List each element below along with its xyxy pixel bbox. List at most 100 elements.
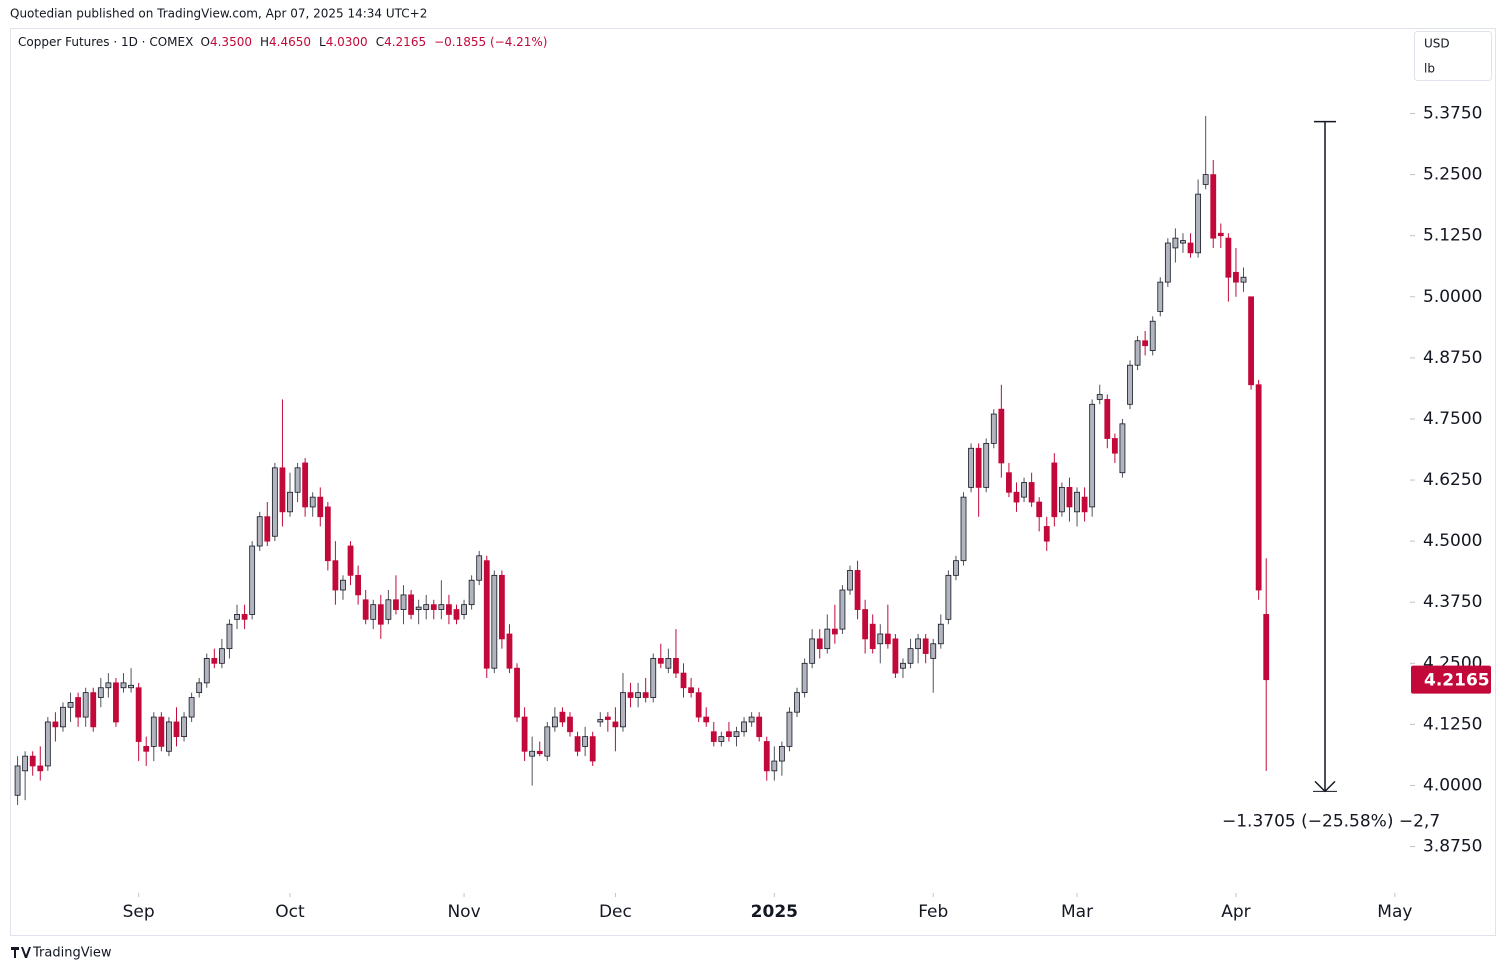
candle-body: [14, 765, 21, 796]
candle-body: [695, 692, 702, 718]
x-tick-label: Mar: [1061, 902, 1093, 922]
x-tick-label: Dec: [599, 902, 632, 922]
candle-body: [317, 496, 324, 518]
candle-body: [990, 413, 997, 444]
candle-body: [294, 467, 301, 493]
candle-body: [1240, 276, 1247, 283]
candle-body: [1134, 340, 1141, 366]
candle-body: [1164, 242, 1171, 283]
candle-body: [75, 697, 82, 718]
candle-body: [1248, 296, 1254, 386]
candle-body: [400, 594, 407, 610]
candle-body: [226, 623, 233, 650]
candle-body: [809, 638, 816, 664]
candle-body: [241, 614, 248, 620]
candle-body: [1119, 423, 1126, 474]
candle-body: [44, 721, 51, 767]
candle-body: [506, 633, 513, 669]
candle-body: [218, 648, 225, 664]
y-tick-label: 5.0000: [1423, 287, 1482, 307]
candle-body: [1096, 394, 1103, 400]
candle-body: [998, 408, 1005, 464]
candle-body: [612, 721, 619, 728]
candle-body: [279, 467, 286, 513]
legend-change: −0.1855 (−4.21%): [434, 35, 547, 49]
candle-body: [642, 692, 649, 698]
candle-body: [1028, 482, 1035, 503]
candle-body: [582, 736, 589, 747]
candle-body: [1013, 491, 1020, 503]
unit: lb: [1424, 62, 1435, 76]
candle-body: [173, 721, 180, 738]
header: Quotedian published on TradingView.com, …: [10, 7, 427, 21]
candle-body: [574, 736, 581, 752]
candle-body: [862, 609, 869, 640]
y-tick-label: 4.7500: [1423, 409, 1482, 429]
legend-value: 4.0300: [326, 35, 368, 49]
candle-body: [771, 760, 778, 772]
candle-body: [1195, 193, 1202, 254]
legend-value: 4.3500: [210, 35, 252, 49]
candle-body: [877, 633, 884, 645]
candle-body: [597, 719, 604, 723]
candle-body: [362, 599, 369, 620]
x-tick-label: Nov: [447, 902, 480, 922]
candle-body: [1142, 340, 1149, 347]
legend-key: H: [260, 35, 269, 49]
candle-body: [589, 736, 596, 762]
candle-body: [1263, 614, 1270, 681]
candle-body: [29, 755, 36, 767]
x-tick-label: Apr: [1221, 902, 1250, 922]
candle-body: [1058, 486, 1065, 513]
currency: USD: [1424, 37, 1450, 51]
legend-value: 4.4650: [269, 35, 311, 49]
candle-body: [930, 643, 937, 659]
x-tick-label: 2025: [751, 902, 798, 922]
candle-body: [430, 604, 437, 610]
candle-body: [203, 658, 210, 684]
candle-body: [869, 623, 876, 650]
candle-body: [514, 667, 520, 718]
legend-value: 4.2165: [384, 35, 426, 49]
candle-body: [438, 604, 445, 610]
candle-body: [408, 594, 414, 615]
candle-body: [143, 745, 150, 752]
x-tick-label: May: [1377, 902, 1412, 922]
candle-body: [264, 516, 271, 542]
candle-body: [52, 721, 59, 728]
candle-body: [1202, 174, 1209, 185]
candle-body: [975, 447, 982, 488]
y-tick-label: 4.5000: [1423, 531, 1482, 551]
candle-body: [1104, 399, 1111, 439]
candle-body: [778, 745, 785, 762]
candle-body: [249, 545, 256, 615]
x-tick-label: Oct: [275, 902, 305, 922]
candle-body: [113, 682, 119, 723]
candle-body: [166, 721, 172, 752]
candle-body: [1051, 462, 1058, 518]
candle-body: [567, 716, 573, 733]
candle-body: [82, 692, 89, 718]
candle-body: [1081, 496, 1088, 513]
last-price-tag: [1411, 665, 1491, 694]
candle-body: [892, 638, 899, 674]
candle-body: [150, 716, 157, 747]
candle-body: [468, 579, 475, 606]
candle-body: [1180, 240, 1186, 244]
candle-body: [604, 716, 611, 720]
measure-label: −1.3705 (−25.58%) −2,7: [1222, 811, 1440, 831]
candle-body: [302, 462, 309, 508]
candle-body: [423, 604, 430, 610]
candle-body: [726, 731, 732, 738]
candle-body: [476, 555, 483, 581]
candle-body: [90, 692, 97, 728]
candle-body: [461, 604, 467, 615]
candle-body: [559, 711, 566, 723]
candle-body: [635, 692, 642, 698]
candle-body: [953, 560, 959, 576]
candle-body: [831, 628, 838, 635]
legend-key: L: [319, 35, 326, 49]
candle-body: [551, 716, 558, 728]
candle-body: [915, 638, 922, 650]
